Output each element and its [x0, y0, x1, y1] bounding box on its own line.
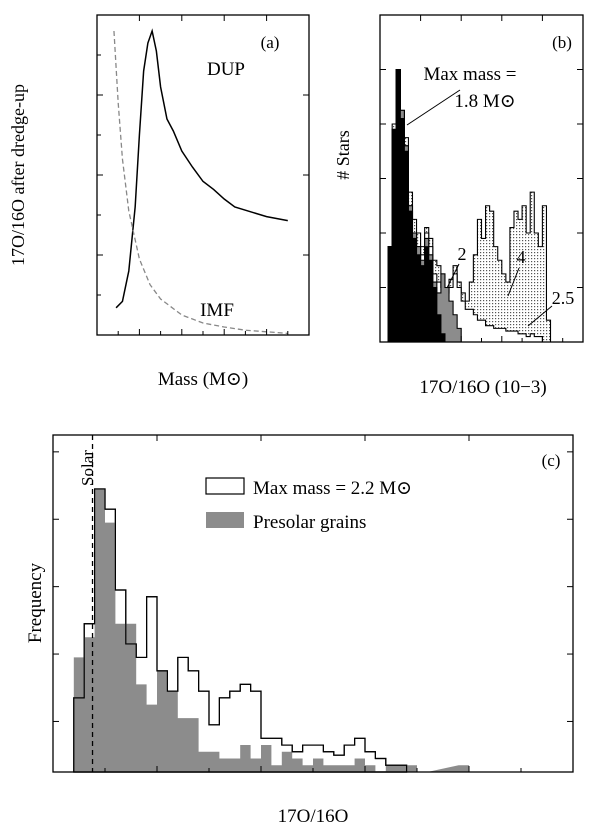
panel-a-xlabel: Mass (M⊙): [158, 369, 248, 390]
legend-swatch-grains: [206, 512, 244, 528]
label-25-pointer: [527, 305, 553, 327]
legend-label-model: Max mass = 2.2 M⊙: [253, 478, 412, 499]
dup-annotation: DUP: [207, 59, 245, 80]
label-25: 2.5: [552, 288, 575, 308]
legend-label-grains: Presolar grains: [253, 512, 366, 533]
solar-label: Solar: [78, 450, 97, 486]
panel-a-series: [113, 28, 288, 335]
panel-c: (c) Solar Max mass = 2.2 M⊙ Presolar gra…: [25, 434, 574, 827]
label-4-pointer: [507, 267, 520, 297]
panel-b: (b) Max mass = 1.8 M⊙ 2 4 2.5 17O/16O (1…: [333, 14, 584, 398]
maxmass-value: 1.8 M⊙: [454, 91, 515, 112]
panel-b-series: [387, 68, 552, 343]
panel-c-label: (c): [542, 451, 561, 470]
panel-a-label: (a): [261, 33, 280, 52]
panel-b-ylabel: # Stars: [333, 130, 353, 180]
panel-c-ticks: [52, 435, 574, 772]
label-2-pointer: [446, 263, 460, 289]
panel-c-series: [73, 488, 470, 773]
legend-swatch-model: [205, 477, 245, 495]
histogram-presolar-grains: [73, 488, 470, 772]
label-4: 4: [517, 247, 526, 267]
maxmass-label: Max mass =: [423, 64, 516, 85]
panel-b-ticks: [379, 14, 584, 343]
panel-a-ticks: [96, 14, 310, 336]
label-2: 2: [458, 244, 467, 264]
histogram-18: [387, 68, 446, 343]
panel-a-frame: [96, 14, 310, 336]
series-line-dup: [115, 28, 288, 309]
panel-c-xlabel: 17O/16O: [278, 806, 349, 827]
imf-annotation: IMF: [200, 300, 234, 321]
panel-c-ylabel: Frequency: [25, 562, 46, 643]
panel-b-xlabel: 17O/16O (10−3): [419, 377, 546, 398]
histogram-max-mass-outline: [73, 488, 408, 773]
panel-b-label: (b): [552, 33, 572, 52]
series-line-imf: [113, 30, 288, 335]
panel-a: (a) DUP IMF Mass (M⊙) 17O/16O after dred…: [8, 14, 310, 390]
maxmass-pointer: [406, 89, 461, 126]
panel-a-ylabel: 17O/16O after dredge-up: [8, 84, 28, 266]
